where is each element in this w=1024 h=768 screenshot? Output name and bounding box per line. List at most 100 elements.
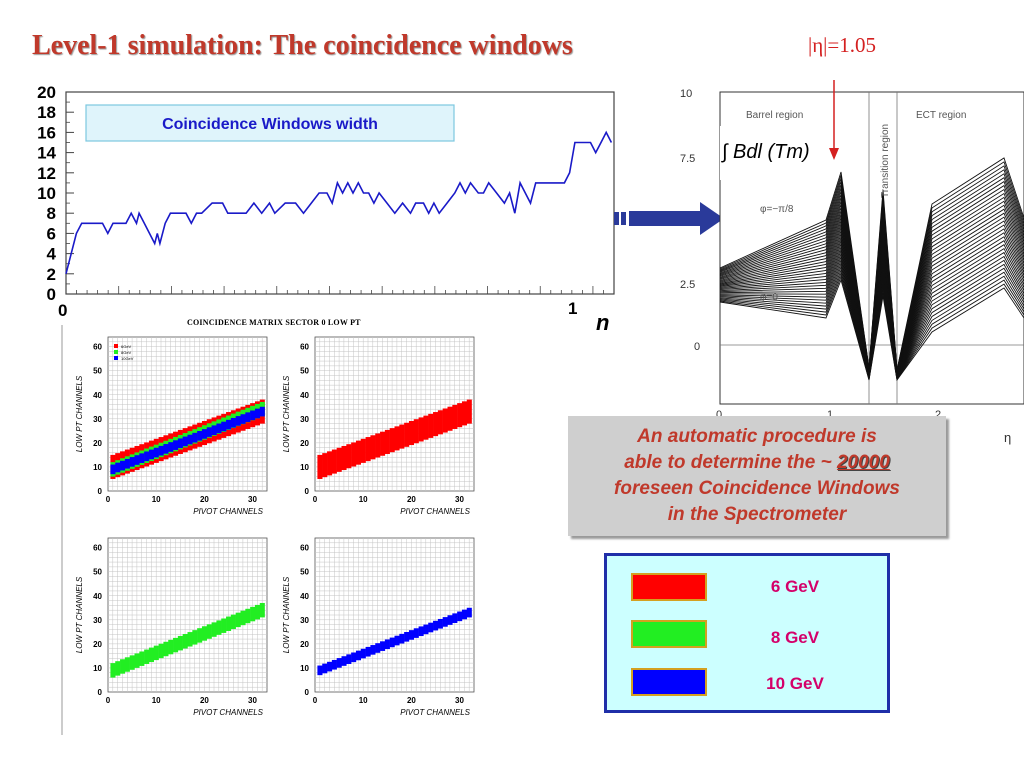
field-curve	[719, 255, 1024, 380]
matrix-x-tick: 20	[407, 696, 416, 705]
field-curve	[719, 216, 1024, 375]
x-axis-symbol: η	[1004, 430, 1011, 445]
matrix-cell-blue	[259, 406, 265, 417]
matrix-y-tick: 0	[305, 688, 310, 697]
matrix-cell-blue	[240, 414, 246, 424]
matrix-cell-blue	[351, 652, 357, 663]
matrix-cell-green	[177, 635, 183, 651]
y-tick-label: 10	[37, 184, 56, 203]
matrix-cell-blue	[158, 445, 164, 456]
matrix-cell-green	[250, 606, 256, 622]
region-transition: Transition region	[880, 124, 891, 198]
matrix-panel: 60 50 40 30 20 10 00 10 20 30 PIVOT CHANNELS LOW PT…	[75, 537, 268, 717]
x-tick-2: 2	[935, 409, 941, 421]
field-curve-bundle	[719, 157, 1024, 382]
matrix-cell-red	[423, 415, 429, 440]
matrix-y-tick: 20	[93, 439, 102, 448]
matrix-cell-blue	[216, 423, 222, 434]
field-curve	[719, 268, 1024, 381]
field-curve	[719, 224, 1024, 376]
matrix-cell-blue	[404, 631, 410, 642]
matrix-y-tick: 40	[300, 391, 309, 400]
y-tick-label: 14	[37, 144, 56, 163]
matrix-cell-red	[428, 413, 434, 438]
matrix-cell-blue	[254, 408, 261, 419]
matrix-cell-green	[206, 624, 212, 639]
matrix-cell-blue	[144, 451, 150, 462]
matrix-y-tick: 30	[300, 415, 309, 424]
slide-title: Level-1 simulation: The coincidence wind…	[32, 30, 573, 61]
matrix-cell-green	[192, 630, 198, 645]
matrix-y-label: LOW PT CHANNELS	[75, 576, 84, 653]
field-curve	[719, 165, 1024, 371]
matrix-cell-blue	[360, 648, 366, 659]
matrix-cell-red	[418, 417, 424, 442]
matrix-cell-blue	[365, 646, 371, 657]
matrix-cell-red	[365, 437, 371, 462]
field-curve	[719, 232, 1024, 376]
field-curve	[719, 265, 1024, 381]
matrix-cell-red	[399, 424, 405, 449]
matrix-cell-red	[380, 431, 386, 456]
field-curve	[719, 177, 1024, 372]
matrix-cell-blue	[341, 656, 347, 666]
matrix-cell-green	[240, 610, 246, 626]
matrix-cell-blue	[384, 639, 390, 650]
matrix-cell-blue	[201, 429, 208, 439]
matrix-cell-red	[461, 401, 468, 426]
matrix-cell-blue	[153, 447, 159, 458]
region-barrel: Barrel region	[746, 110, 803, 121]
matrix-panel: 60 50 40 30 20 10 00 10 20 30 PIVOT CHANNELS LOW PT…	[75, 336, 268, 516]
matrix-cell-green	[235, 612, 241, 628]
matrix-cell-blue	[437, 618, 443, 629]
matrix-cell-blue	[124, 458, 130, 469]
matrix-x-tick: 10	[152, 495, 161, 504]
matrix-cell-green	[221, 618, 227, 633]
legend-frame	[85, 104, 455, 142]
matrix-y-tick: 10	[300, 664, 309, 673]
matrix-y-tick: 10	[93, 664, 102, 673]
matrix-cell-green	[115, 661, 121, 676]
field-curve	[719, 235, 1024, 377]
matrix-cell-red	[355, 440, 362, 465]
matrix-cell-green	[134, 653, 140, 668]
matrix-cell-blue	[192, 432, 198, 443]
legend-6gev: 6 GeV	[770, 577, 820, 596]
matrix-cell-blue	[110, 464, 116, 475]
matrix-cell-red	[331, 449, 337, 474]
field-curve	[719, 204, 1024, 374]
region-ect: ECT region	[916, 110, 966, 121]
matrix-cell-green	[211, 622, 217, 637]
matrix-cell-red	[447, 406, 453, 431]
matrix-cell-red	[341, 445, 347, 471]
procedure-note: An automatic procedure is able to determ…	[568, 416, 946, 536]
matrix-x-tick: 0	[313, 696, 318, 705]
matrix-cell-blue	[447, 615, 453, 625]
matrix-cell-green	[254, 604, 261, 620]
matrix-cell-green	[124, 657, 130, 672]
y-tick-label: 18	[37, 103, 56, 122]
matrix-cell-green	[110, 663, 116, 678]
matrix-cell-blue	[163, 444, 169, 454]
matrix-cell-red	[408, 420, 415, 446]
procedure-line-2: able to determine the ~	[624, 452, 837, 473]
matrix-cell-green	[153, 645, 159, 661]
field-curve	[719, 200, 1024, 374]
matrix-cell-red	[336, 447, 342, 472]
matrix-cell-blue	[433, 620, 439, 631]
matrix-cell-blue	[168, 442, 174, 452]
matrix-x-label: PIVOT CHANNELS	[400, 507, 470, 516]
matrix-y-tick: 10	[300, 463, 309, 472]
matrix-y-tick: 0	[98, 688, 103, 697]
y-axis-label: ∫ Bdl (Tm)	[721, 141, 810, 163]
y-tick-label: 6	[47, 224, 56, 243]
matrix-y-tick: 40	[93, 592, 102, 601]
matrix-x-label: PIVOT CHANNELS	[400, 708, 470, 717]
x-tick-1: 1	[827, 409, 833, 421]
phi-label-lower: φ=0	[760, 292, 778, 303]
matrix-cell-blue	[182, 436, 188, 447]
x-tick-0: 0	[716, 409, 722, 421]
legend-8gev: 8 GeV	[770, 628, 820, 647]
matrix-x-tick: 10	[359, 696, 368, 705]
matrix-cell-green	[230, 614, 236, 630]
